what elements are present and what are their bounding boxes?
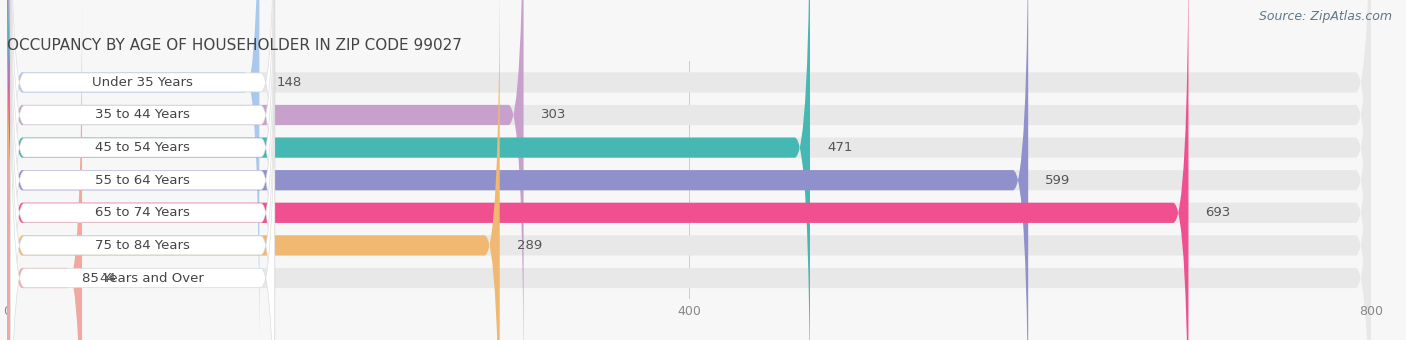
FancyBboxPatch shape [7, 0, 523, 340]
FancyBboxPatch shape [10, 0, 274, 334]
FancyBboxPatch shape [7, 0, 1371, 340]
FancyBboxPatch shape [10, 0, 274, 340]
FancyBboxPatch shape [10, 0, 274, 340]
Text: 693: 693 [1205, 206, 1230, 219]
FancyBboxPatch shape [7, 0, 1371, 340]
FancyBboxPatch shape [7, 0, 1371, 340]
Text: 45 to 54 Years: 45 to 54 Years [96, 141, 190, 154]
FancyBboxPatch shape [7, 0, 810, 340]
Text: 471: 471 [827, 141, 852, 154]
Text: Source: ZipAtlas.com: Source: ZipAtlas.com [1258, 10, 1392, 23]
Text: 85 Years and Over: 85 Years and Over [82, 272, 204, 285]
FancyBboxPatch shape [7, 0, 1188, 340]
FancyBboxPatch shape [10, 0, 274, 340]
Text: 44: 44 [98, 272, 115, 285]
FancyBboxPatch shape [7, 0, 1371, 340]
Text: OCCUPANCY BY AGE OF HOUSEHOLDER IN ZIP CODE 99027: OCCUPANCY BY AGE OF HOUSEHOLDER IN ZIP C… [7, 38, 463, 53]
Text: 303: 303 [541, 108, 567, 121]
FancyBboxPatch shape [7, 0, 1371, 340]
Text: 35 to 44 Years: 35 to 44 Years [96, 108, 190, 121]
Text: 75 to 84 Years: 75 to 84 Years [96, 239, 190, 252]
Text: 289: 289 [517, 239, 541, 252]
FancyBboxPatch shape [7, 0, 1028, 340]
Text: 55 to 64 Years: 55 to 64 Years [96, 174, 190, 187]
Text: 65 to 74 Years: 65 to 74 Years [96, 206, 190, 219]
FancyBboxPatch shape [7, 0, 499, 340]
Text: 148: 148 [277, 76, 302, 89]
FancyBboxPatch shape [7, 0, 82, 340]
FancyBboxPatch shape [7, 0, 259, 340]
FancyBboxPatch shape [7, 0, 1371, 340]
FancyBboxPatch shape [7, 0, 1371, 340]
FancyBboxPatch shape [10, 0, 274, 340]
FancyBboxPatch shape [10, 27, 274, 340]
FancyBboxPatch shape [10, 0, 274, 340]
Text: Under 35 Years: Under 35 Years [93, 76, 193, 89]
Text: 599: 599 [1045, 174, 1070, 187]
